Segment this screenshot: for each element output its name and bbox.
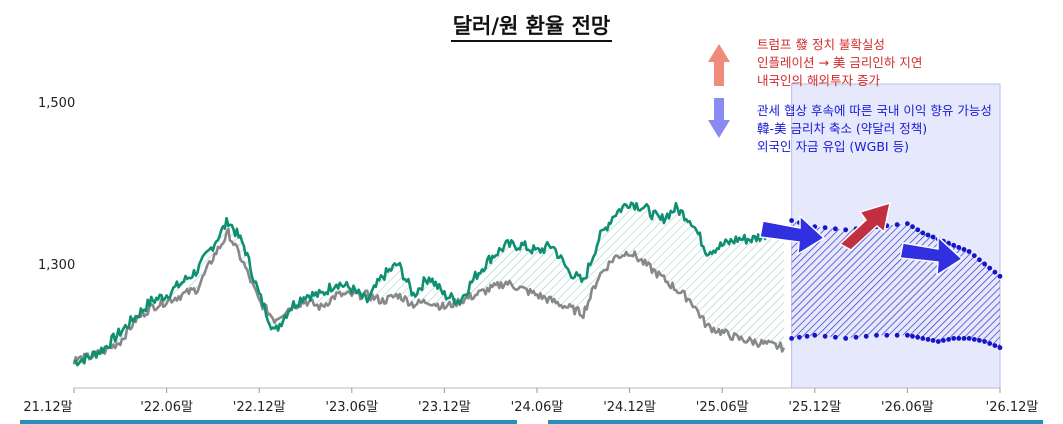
series-line-green (73, 201, 784, 367)
forecast-lower-point (804, 333, 810, 339)
x-tick-label: '25.06말 (695, 400, 749, 415)
x-tick-label: '23.06말 (325, 400, 379, 415)
forecast-lower-point (905, 332, 910, 338)
x-ticks (73, 388, 1001, 393)
forecast-lower-point (971, 337, 977, 342)
series-line-gray (72, 227, 786, 365)
forecast-lower-point (946, 337, 951, 342)
forecast-upper-point (920, 230, 926, 236)
upside-factor: 내국인의 해외투자 증가 (757, 73, 880, 88)
forecast-upper-point (905, 221, 910, 227)
forecast-lower-point (822, 333, 828, 339)
forecast-lower-point (874, 332, 879, 338)
bottom-divider (548, 420, 1043, 424)
downside-factors: 관세 협상 후속에 따른 국내 이익 향유 가능성 韓-美 금리차 축소 (약달… (757, 102, 992, 156)
x-tick-label: '22.12말 (232, 400, 286, 415)
x-tick-label: '23.12말 (418, 400, 471, 415)
x-tick-label: 21.12말 (23, 400, 73, 415)
forecast-lower-point (941, 338, 946, 343)
forecast-lower-point (853, 334, 859, 340)
x-tick-label: '26.12말 (985, 400, 1039, 415)
forecast-lower-point (812, 332, 818, 338)
forecast-upper-point (789, 218, 794, 223)
x-tick-label: '24.12말 (603, 400, 656, 415)
forecast-lower-point (992, 343, 998, 348)
x-tick-label: '22.06말 (140, 400, 193, 415)
forecast-upper-point (915, 227, 921, 233)
forecast-lower-point (951, 336, 957, 341)
x-tick-label: '26.06말 (881, 400, 934, 415)
y-tick-label: 1,500 (38, 96, 76, 111)
forecast-upper-point (982, 261, 987, 267)
forecast-upper-point (956, 245, 962, 250)
forecast-lower-point (982, 339, 987, 344)
forecast-upper-point (843, 227, 849, 233)
downside-factor: 외국인 자금 유입 (WGBI 등) (757, 139, 909, 154)
trend-arrow-right-icon (759, 214, 826, 256)
x-tick-label: '24.06말 (510, 400, 564, 415)
forecast-lower-point (843, 336, 849, 341)
forecast-upper-point (961, 247, 967, 252)
trend-arrow-up-icon (838, 201, 891, 251)
forecast-upper-point (966, 249, 972, 254)
forecast-lower-point (863, 333, 869, 339)
forecast-lower-point (977, 338, 982, 343)
forecast-upper-point (992, 269, 998, 275)
forecast-lower-point (789, 336, 794, 341)
forecast-lower-point (956, 336, 962, 341)
forecast-upper-point (930, 234, 936, 240)
y-tick-label: 1,300 (38, 258, 76, 273)
forecast-lower-point (997, 345, 1003, 351)
forecast-upper-point (971, 253, 977, 258)
upside-factor: 인플레이션 → 美 금리인하 지연 (757, 55, 923, 70)
forecast-upper-point (833, 226, 838, 232)
forecast-lower-point (920, 336, 926, 341)
bottom-divider (20, 420, 517, 424)
forecast-lower-point (961, 336, 967, 341)
forecast-upper-point (951, 242, 957, 248)
forecast-upper-point (946, 240, 951, 246)
upside-factor: 트럼프 發 정치 불확실성 (757, 37, 885, 52)
downside-arrow-icon (708, 98, 730, 138)
historical-gap-band (74, 202, 784, 366)
forecast-lower-point (833, 334, 838, 340)
upside-factors: 트럼프 發 정치 불확실성 인플레이션 → 美 금리인하 지연 내국인의 해외투… (757, 36, 922, 90)
forecast-lower-point (966, 336, 972, 341)
forecast-upper-point (910, 224, 915, 230)
x-tick-label: '25.12말 (788, 400, 842, 415)
forecast-lower-point (987, 341, 993, 346)
forecast-upper-point (894, 222, 900, 228)
forecast-upper-point (822, 225, 828, 231)
forecast-lower-point (925, 337, 931, 342)
forecast-upper-point (977, 257, 982, 263)
forecast-lower-point (894, 332, 900, 338)
forecast-lower-point (915, 334, 921, 340)
chart-title: 달러/원 환율 전망 (0, 10, 1063, 42)
forecast-lower-point (935, 339, 941, 344)
forecast-lower-point (797, 334, 802, 340)
upside-arrow-icon (708, 44, 730, 86)
forecast-lower-point (930, 338, 936, 343)
forecast-lower-point (910, 333, 915, 339)
forecast-upper-point (997, 273, 1003, 279)
downside-factor: 관세 협상 후속에 따른 국내 이익 향유 가능성 (757, 103, 992, 118)
forecast-upper-point (925, 232, 931, 238)
downside-factor: 韓-美 금리차 축소 (약달러 정책) (757, 121, 928, 136)
forecast-lower-point (884, 332, 890, 338)
trend-arrow-right-icon (899, 235, 964, 277)
forecast-upper-point (987, 265, 993, 271)
